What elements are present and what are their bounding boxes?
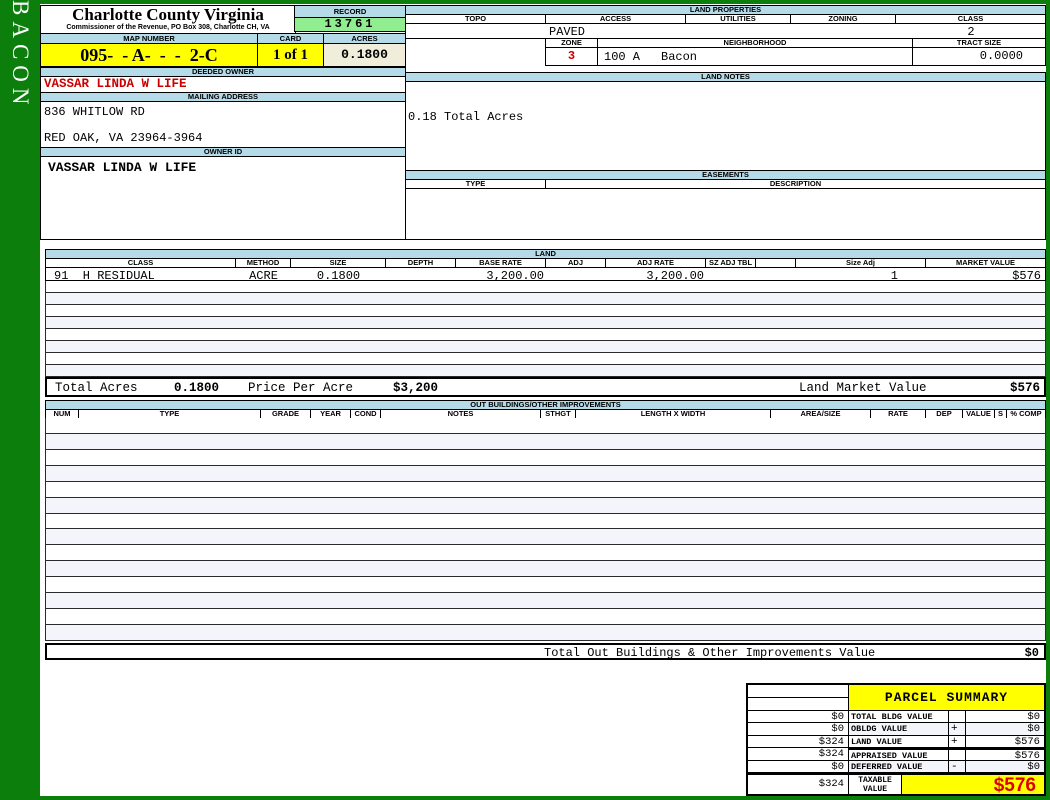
- neighborhood-value-box: 100 A Bacon: [597, 47, 913, 66]
- access-value: PAVED: [549, 25, 586, 39]
- land-totals-row: Total Acres 0.1800 Price Per Acre $3,200…: [45, 377, 1046, 397]
- empty-row: [45, 365, 1046, 377]
- obldg-value-op: +: [949, 723, 966, 736]
- address-line2: RED OAK, VA 23964-3964: [44, 131, 203, 145]
- land-value-op: +: [949, 735, 966, 749]
- out-buildings-total-label: Total Out Buildings & Other Improvements…: [544, 646, 876, 660]
- acres-value: 0.1800: [323, 43, 406, 67]
- owner-id-box: VASSAR LINDA W LIFE: [40, 156, 406, 240]
- card-value: 1 of 1: [257, 43, 324, 67]
- out-buildings-total-row: Total Out Buildings & Other Improvements…: [45, 643, 1046, 660]
- land-notes-box: 0.18 Total Acres: [405, 81, 1046, 171]
- empty-row: [45, 353, 1046, 365]
- land-size-value: 0.1800: [316, 269, 361, 283]
- record-value: 13761: [294, 17, 406, 32]
- deeded-owner-value: VASSAR LINDA W LIFE: [40, 76, 406, 93]
- empty-row: [45, 481, 1046, 498]
- obldg-value: $0: [966, 723, 1044, 736]
- address-line1: 836 WHITLOW RD: [44, 105, 145, 119]
- empty-row: [45, 281, 1046, 293]
- mailing-address-box: 836 WHITLOW RD RED OAK, VA 23964-3964: [40, 101, 406, 148]
- appraised-value-label: APPRAISED VALUE: [849, 748, 949, 761]
- land-market-value-total: $576: [1009, 381, 1040, 395]
- empty-row: [45, 305, 1046, 317]
- prior-appraised-value: $324: [748, 748, 849, 761]
- price-per-acre-label: Price Per Acre: [248, 381, 354, 395]
- parcel-summary-spacer-cell: [748, 685, 849, 698]
- land-value: $576: [966, 735, 1044, 749]
- empty-row: [45, 561, 1046, 578]
- class-value: 2: [967, 25, 975, 39]
- land-base-rate-value: 3,200.00: [486, 269, 544, 283]
- empty-row: [45, 609, 1046, 625]
- map-number-value: 095- - A- - - 2-C: [40, 43, 258, 67]
- empty-row: [45, 317, 1046, 329]
- empty-row: [45, 513, 1046, 530]
- empty-row: [45, 329, 1046, 341]
- tract-size-value: 0.0000: [912, 47, 1046, 66]
- empty-row: [45, 624, 1046, 641]
- obldg-value-label: OBLDG VALUE: [849, 723, 949, 736]
- empty-row: [45, 293, 1046, 305]
- empty-row: [45, 418, 1046, 434]
- owner-id-value: VASSAR LINDA W LIFE: [48, 160, 197, 175]
- empty-row: [45, 341, 1046, 353]
- out-buildings-empty-rows: [45, 418, 1046, 641]
- land-adj-rate-value: 3,200.00: [646, 269, 704, 283]
- taxable-value: $576: [902, 773, 1044, 794]
- prior-land-value: $324: [748, 735, 849, 749]
- total-acres-label: Total Acres: [55, 381, 138, 395]
- prior-deferred-value: $0: [748, 760, 849, 773]
- total-bldg-value-label: TOTAL BLDG VALUE: [849, 711, 949, 724]
- county-title-box: Charlotte County Virginia Commissioner o…: [40, 5, 296, 34]
- empty-row: [45, 529, 1046, 546]
- taxable-value-label: TAXABLE VALUE: [849, 773, 902, 794]
- empty-row: [45, 593, 1046, 610]
- deferred-value-op: -: [949, 760, 966, 773]
- neighborhood-code: 100 A: [604, 50, 641, 64]
- total-bldg-value: $0: [966, 711, 1044, 724]
- prior-taxable-value: $324: [748, 773, 849, 794]
- neighborhood-vertical-label: BACON: [8, 0, 33, 111]
- deferred-value: $0: [966, 760, 1044, 773]
- parcel-summary-table: PARCEL SUMMARY $0 TOTAL BLDG VALUE $0 $0…: [746, 683, 1046, 796]
- land-empty-rows: [45, 281, 1046, 377]
- neighborhood-name: Bacon: [661, 50, 698, 64]
- taxable-label-line2: VALUE: [862, 785, 887, 794]
- land-size-adj-value: 1: [890, 269, 898, 283]
- price-per-acre-value: $3,200: [393, 381, 439, 395]
- empty-row: [45, 449, 1046, 466]
- land-market-value-label: Land Market Value: [799, 381, 927, 395]
- empty-row: [45, 577, 1046, 594]
- empty-row: [45, 545, 1046, 562]
- land-method-value: ACRE: [249, 269, 278, 283]
- parcel-summary-title: PARCEL SUMMARY: [849, 685, 1044, 711]
- zone-value: 3: [545, 47, 598, 66]
- county-title: Charlotte County Virginia: [72, 5, 264, 24]
- land-class-value: 91 H RESIDUAL: [54, 269, 155, 283]
- taxable-label-line1: TAXABLE: [858, 776, 892, 785]
- out-buildings-total-value: $0: [1024, 646, 1039, 660]
- land-data-row: 91 H RESIDUAL ACRE 0.1800 3,200.00 3,200…: [45, 267, 1046, 283]
- prior-obldg-value: $0: [748, 723, 849, 736]
- total-acres-value: 0.1800: [174, 381, 220, 395]
- deferred-value-label: DEFERRED VALUE: [849, 760, 949, 773]
- neighborhood-side-tab: BACON: [0, 0, 40, 130]
- appraised-value-op: [949, 748, 966, 761]
- easements-box: [405, 188, 1046, 240]
- prior-total-bldg-value: $0: [748, 711, 849, 724]
- empty-row: [45, 433, 1046, 450]
- land-value-label: LAND VALUE: [849, 735, 949, 749]
- land-properties-values-row: PAVED 2: [405, 23, 1046, 39]
- total-bldg-value-op: [949, 711, 966, 724]
- parcel-summary-spacer-cell: [748, 698, 849, 711]
- commissioner-line: Commissioner of the Revenue, PO Box 308,…: [66, 24, 270, 31]
- appraised-value: $576: [966, 748, 1044, 761]
- land-market-value: $576: [1012, 269, 1041, 283]
- land-note-text: 0.18 Total Acres: [408, 110, 524, 124]
- empty-row: [45, 497, 1046, 514]
- empty-row: [45, 465, 1046, 482]
